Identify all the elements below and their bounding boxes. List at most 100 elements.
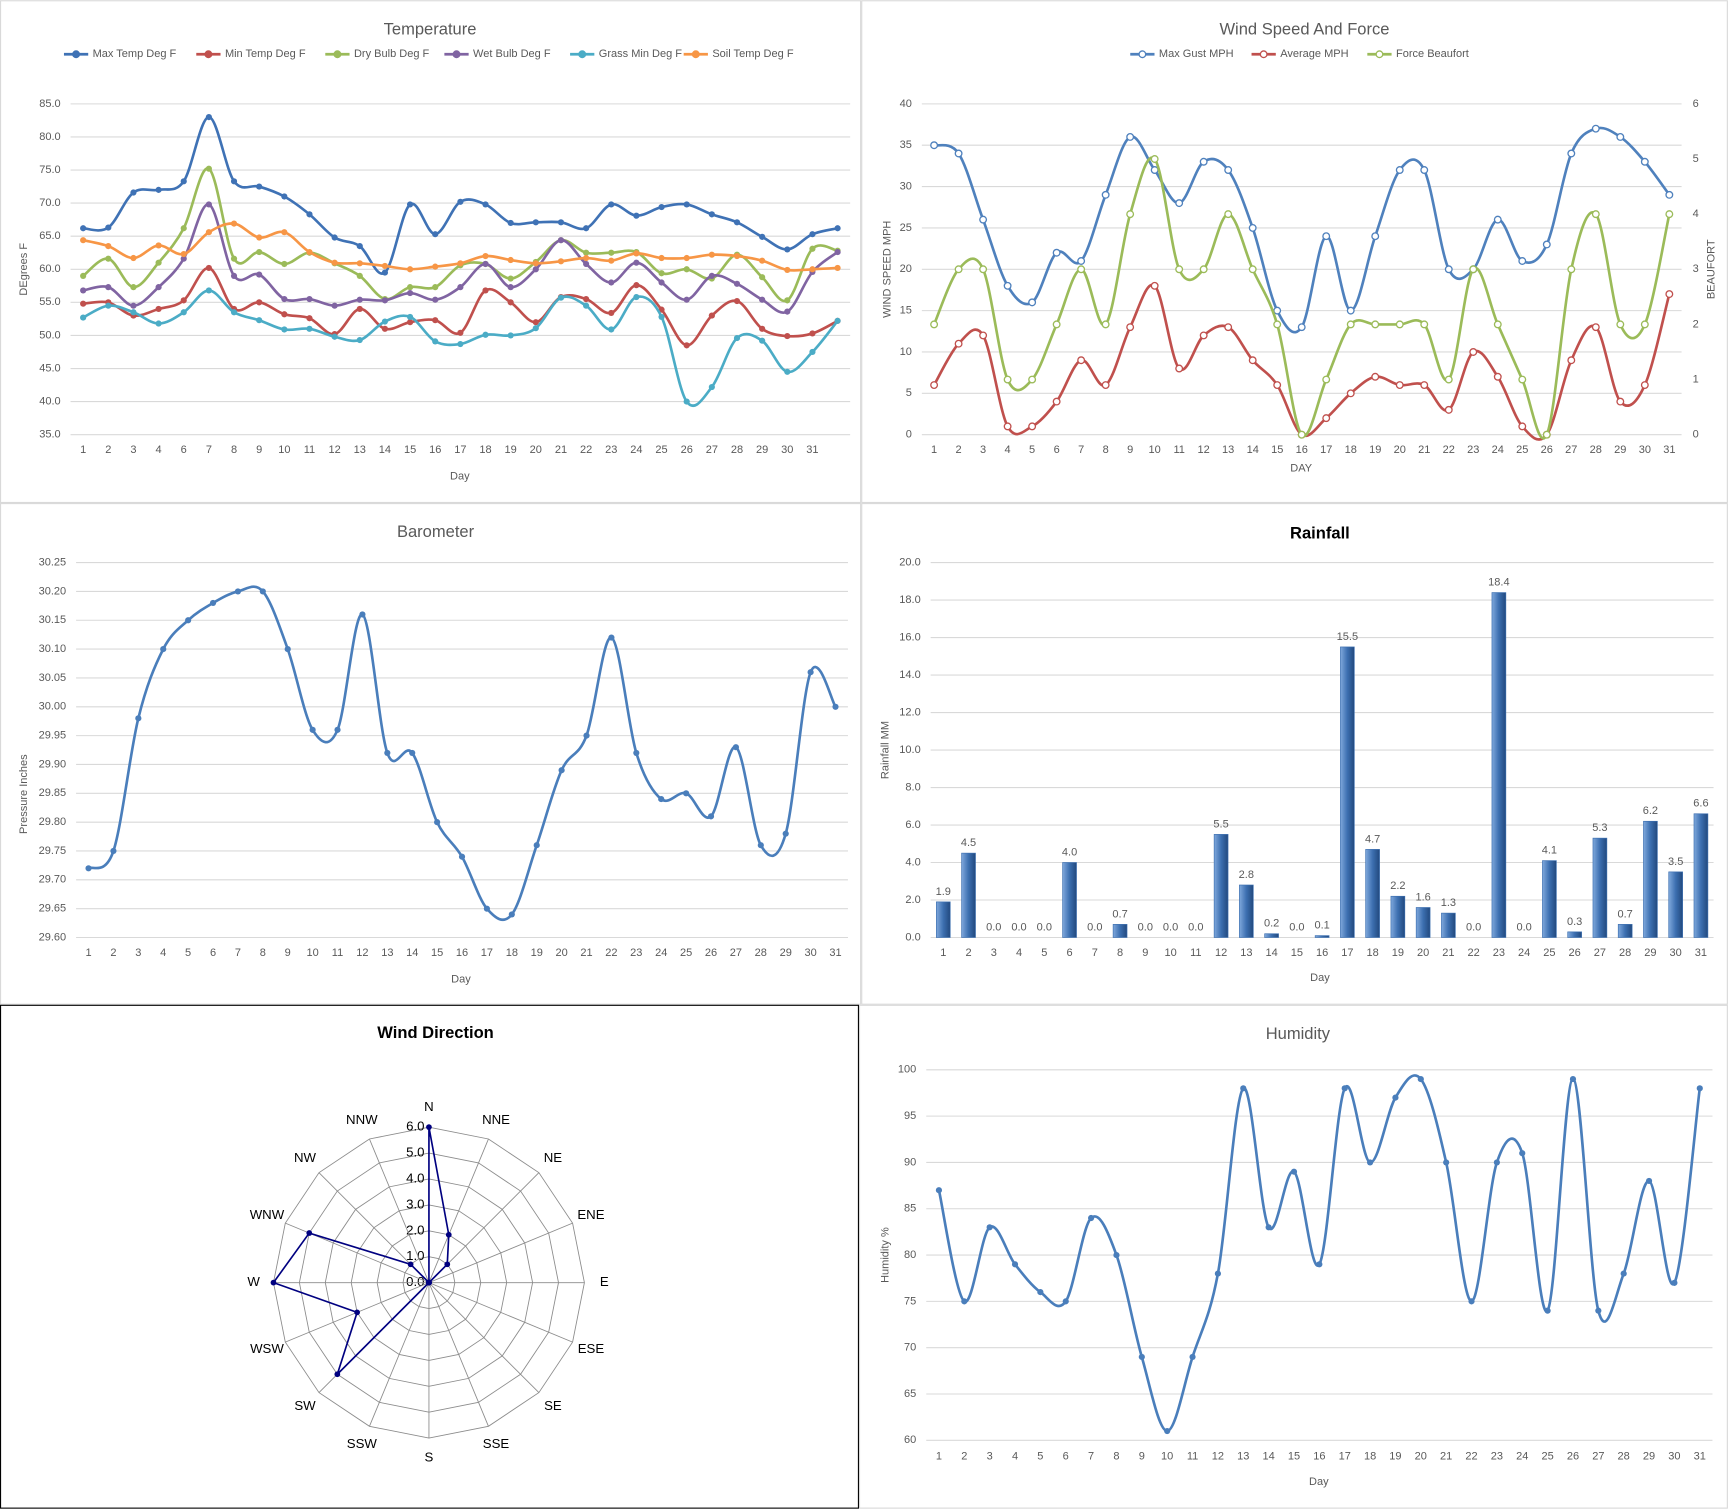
data-point bbox=[155, 305, 162, 313]
data-point bbox=[683, 201, 690, 208]
data-point bbox=[432, 296, 439, 303]
x-tick-label: 27 bbox=[1565, 444, 1577, 456]
x-tick-label: 10 bbox=[1161, 1451, 1173, 1463]
data-point bbox=[608, 201, 615, 208]
data-point bbox=[1519, 1150, 1526, 1157]
data-point bbox=[331, 234, 338, 241]
data-point bbox=[1077, 257, 1086, 265]
x-tick-label: 29 bbox=[1614, 444, 1626, 456]
x-tick-label: 22 bbox=[605, 947, 617, 959]
bar bbox=[1668, 871, 1683, 938]
data-point bbox=[759, 233, 766, 240]
x-tick-label: 11 bbox=[1187, 1451, 1198, 1463]
data-label: 0.2 bbox=[1264, 918, 1279, 930]
legend-label: Dry Bulb Deg F bbox=[354, 48, 430, 60]
data-point bbox=[281, 193, 288, 200]
data-point bbox=[85, 865, 92, 872]
x-tick-label: 3 bbox=[991, 947, 997, 959]
data-point bbox=[583, 254, 590, 262]
data-label: 2.8 bbox=[1239, 869, 1254, 881]
data-point bbox=[1088, 1214, 1095, 1222]
data-point bbox=[407, 1261, 414, 1268]
x-tick-label: 25 bbox=[680, 947, 692, 959]
y-axis-label: Rainfall MM bbox=[879, 721, 891, 779]
data-point bbox=[457, 340, 464, 348]
data-point bbox=[683, 266, 690, 273]
bar bbox=[1365, 849, 1380, 938]
data-point bbox=[809, 266, 816, 273]
x-tick-label: 1 bbox=[931, 444, 937, 456]
data-point bbox=[608, 634, 615, 641]
data-point bbox=[180, 297, 187, 304]
r-tick-label: 4.0 bbox=[406, 1170, 424, 1185]
data-point bbox=[1273, 306, 1282, 315]
data-point bbox=[80, 314, 87, 321]
x-tick-label: 22 bbox=[1468, 947, 1480, 959]
data-point bbox=[1273, 381, 1282, 390]
y-tick-label: 12.0 bbox=[899, 706, 920, 718]
x-tick-label: 22 bbox=[1465, 1451, 1477, 1463]
y-tick-label: 29.65 bbox=[39, 903, 67, 915]
data-point bbox=[306, 315, 313, 322]
data-point bbox=[1126, 210, 1135, 219]
data-point bbox=[434, 819, 441, 826]
data-point bbox=[532, 325, 539, 332]
x-tick-label: 24 bbox=[630, 444, 642, 456]
data-point bbox=[1150, 281, 1159, 290]
x-tick-label: 10 bbox=[278, 444, 290, 456]
data-point bbox=[1371, 320, 1380, 329]
x-tick-label: 5 bbox=[1041, 947, 1047, 959]
y-axis-label: Pressure Inches bbox=[18, 754, 30, 834]
data-point bbox=[1518, 257, 1527, 265]
data-point bbox=[1199, 331, 1208, 340]
x-tick-label: 24 bbox=[655, 947, 667, 959]
direction-label: WNW bbox=[250, 1207, 285, 1222]
spoke bbox=[428, 1138, 489, 1283]
data-point bbox=[708, 251, 715, 258]
data-point bbox=[130, 254, 137, 262]
data-point bbox=[306, 325, 313, 332]
data-point bbox=[583, 302, 590, 309]
data-point bbox=[608, 249, 615, 256]
data-point bbox=[482, 260, 489, 268]
y-tick-label: 0.0 bbox=[905, 931, 920, 943]
data-point bbox=[1395, 166, 1404, 174]
data-point bbox=[557, 219, 565, 226]
x-tick-label: 7 bbox=[206, 444, 212, 456]
data-point bbox=[1248, 356, 1257, 365]
x-tick-label: 30 bbox=[1668, 1451, 1680, 1463]
data-point bbox=[834, 317, 841, 324]
data-point bbox=[1518, 375, 1527, 384]
data-point bbox=[230, 255, 238, 262]
data-point bbox=[1346, 306, 1355, 315]
y-tick-label: 70 bbox=[904, 1342, 916, 1354]
x-tick-label: 11 bbox=[304, 444, 315, 456]
data-label: 6.2 bbox=[1643, 805, 1658, 817]
data-point bbox=[1062, 1298, 1069, 1305]
data-point bbox=[105, 224, 112, 231]
direction-label: SW bbox=[294, 1398, 316, 1413]
x-tick-label: 31 bbox=[1663, 444, 1675, 456]
data-point bbox=[1696, 1085, 1703, 1092]
x-tick-label: 14 bbox=[1265, 947, 1277, 959]
x-tick-label: 14 bbox=[1247, 444, 1259, 456]
data-point bbox=[1595, 1307, 1602, 1314]
data-point bbox=[1567, 356, 1576, 365]
data-point bbox=[658, 270, 665, 277]
data-point bbox=[1175, 265, 1184, 274]
data-point bbox=[381, 318, 389, 325]
data-point bbox=[482, 287, 489, 294]
x-tick-label: 30 bbox=[1670, 947, 1682, 959]
data-point bbox=[1346, 389, 1355, 398]
direction-label: S bbox=[425, 1449, 434, 1464]
x-tick-label: 3 bbox=[987, 1451, 993, 1463]
data-point bbox=[1469, 348, 1478, 356]
data-label: 15.5 bbox=[1337, 631, 1358, 643]
data-point bbox=[807, 669, 814, 676]
data-point bbox=[80, 272, 87, 279]
data-point bbox=[583, 260, 590, 268]
data-point bbox=[708, 211, 715, 218]
chart-title: Rainfall bbox=[1290, 523, 1350, 542]
y-tick-label: 18.0 bbox=[899, 594, 920, 606]
x-tick-label: 6 bbox=[210, 947, 216, 959]
